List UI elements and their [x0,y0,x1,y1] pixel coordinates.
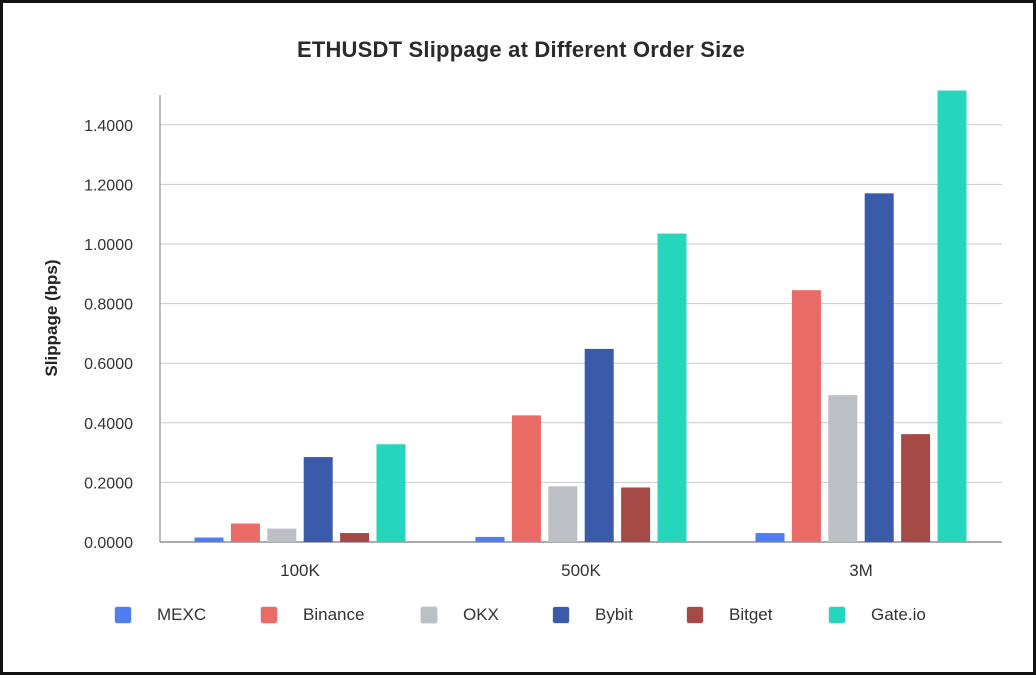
legend-swatch [829,607,845,623]
legend-label: Bybit [595,605,633,624]
legend-swatch [421,607,437,623]
y-tick-label: 0.8000 [84,297,133,314]
y-tick-label: 1.2000 [84,177,133,194]
bar-binance-3m [791,290,821,542]
bar-mexc-500k [475,536,505,542]
legend-swatch [687,607,703,623]
bar-gate-io-3m [937,90,967,542]
chart-legend: MEXC Binance OKX Bybit Bitget Gate.io [3,603,1036,629]
legend-label: Binance [303,605,365,624]
y-axis-label: Slippage (bps) [42,259,61,376]
bar-chart: 0.0000 0.2000 0.4000 0.6000 0.8000 1.0000 1.20… [42,90,1002,580]
bar-okx-100k [267,528,297,542]
legend-item: MEXC [115,603,206,627]
legend-item: Bitget [687,603,772,627]
bar-bitget-500k [621,487,651,542]
y-tick-label: 1.4000 [84,118,133,135]
y-tick-label: 0.0000 [84,535,133,552]
chart-title: ETHUSDT Slippage at Different Order Size [296,37,746,62]
bar-okx-500k [548,486,578,542]
legend-swatch [261,607,277,623]
legend-label: Gate.io [871,605,926,624]
y-tick-label: 0.4000 [84,416,133,433]
y-tick-label: 0.2000 [84,475,133,492]
bar-bybit-3m [864,193,894,542]
bar-mexc-100k [194,537,224,542]
bar-binance-500k [511,415,541,542]
legend-label: OKX [463,605,499,624]
y-tick-label: 0.6000 [84,356,133,373]
bar-bybit-500k [584,348,614,542]
bar-mexc-3m [755,533,785,542]
x-tick-label: 100K [280,561,320,580]
bar-bitget-100k [340,533,370,542]
bar-bybit-100k [303,457,333,542]
legend-item: Binance [261,603,364,627]
legend-item: Gate.io [829,603,926,627]
legend-label: Bitget [729,605,773,624]
legend-swatch [115,607,131,623]
x-tick-label: 3M [849,561,873,580]
legend-item: OKX [421,603,499,627]
bar-bitget-3m [901,434,931,542]
bar-okx-3m [828,395,858,542]
legend-item: Bybit [553,603,633,627]
legend-swatch [553,607,569,623]
x-tick-label: 500K [561,561,601,580]
bar-binance-100k [230,523,260,542]
bar-gate-io-500k [657,233,687,542]
bar-gate-io-100k [376,444,406,542]
legend-label: MEXC [157,605,207,624]
y-tick-label: 1.0000 [84,237,133,254]
